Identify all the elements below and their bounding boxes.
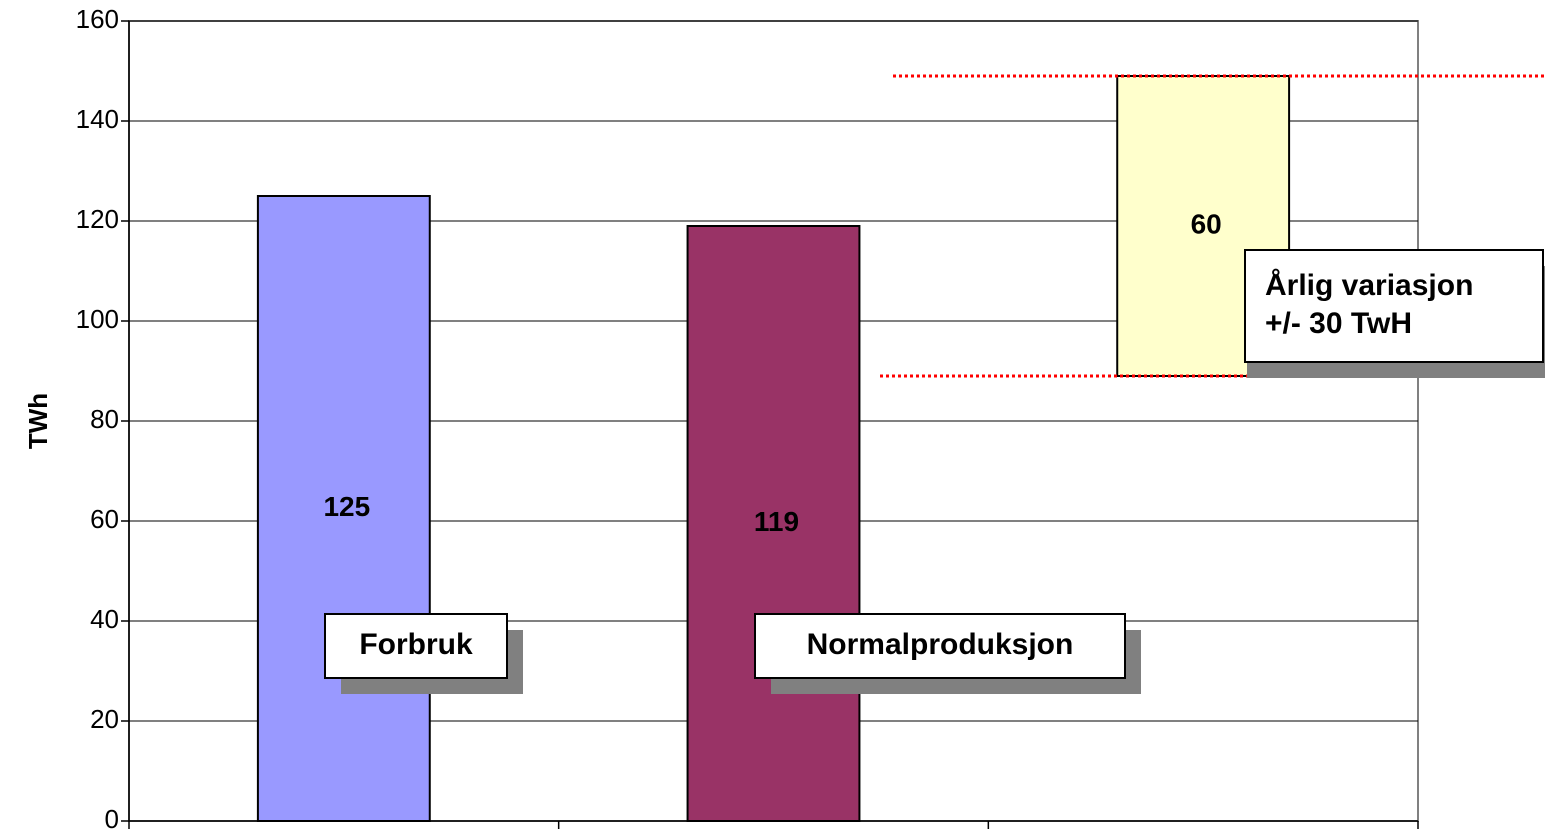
y-axis-label: TWh <box>23 393 53 449</box>
annotation-box <box>324 613 508 679</box>
y-tick-label: 40 <box>90 604 119 634</box>
value-label: 60 <box>1191 208 1222 239</box>
y-tick-label: 100 <box>76 304 119 334</box>
annotation-text: Forbruk <box>359 628 473 661</box>
y-tick-label: 140 <box>76 104 119 134</box>
annotation-box <box>754 613 1126 679</box>
annotation-text: +/- 30 TwH <box>1265 307 1412 340</box>
y-tick-label: 80 <box>90 404 119 434</box>
annotation-box <box>1244 249 1544 363</box>
y-tick-label: 0 <box>105 804 119 833</box>
y-tick-label: 60 <box>90 504 119 534</box>
y-tick-label: 160 <box>76 4 119 34</box>
bar <box>686 225 861 822</box>
y-tick-label: 120 <box>76 204 119 234</box>
annotation-text: Normalproduksjon <box>807 628 1074 661</box>
value-label: 119 <box>754 506 799 537</box>
annotation-text: Årlig variasjon <box>1265 269 1473 302</box>
value-label: 125 <box>323 491 370 522</box>
bar <box>256 195 431 822</box>
y-tick-label: 20 <box>90 704 119 734</box>
